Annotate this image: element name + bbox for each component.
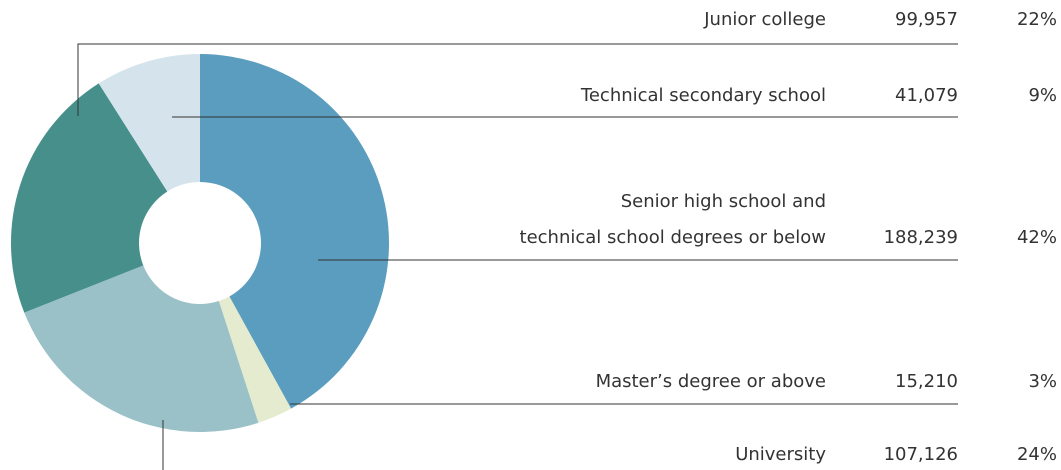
value-label: 22% <box>1017 9 1057 30</box>
count-label: 188,239 <box>884 227 958 248</box>
legend-label: Senior high school and <box>621 191 826 212</box>
count-label: 41,079 <box>895 85 958 106</box>
value-label: 3% <box>1028 371 1057 392</box>
slice <box>200 54 390 409</box>
legend-label: Master’s degree or above <box>596 371 826 392</box>
slice <box>24 265 259 432</box>
legend-label: University <box>735 444 826 465</box>
legend-label: Technical secondary school <box>580 85 826 106</box>
count-label: 107,126 <box>884 444 958 465</box>
leader-line <box>77 43 958 116</box>
count-label: 99,957 <box>895 9 958 30</box>
value-label: 24% <box>1017 444 1057 465</box>
slice <box>98 54 200 192</box>
slice <box>11 83 168 313</box>
slice <box>218 296 292 423</box>
value-label: 42% <box>1017 227 1057 248</box>
legend-label: Junior college <box>703 9 826 30</box>
legend-label: technical school degrees or below <box>520 227 826 248</box>
count-label: 15,210 <box>895 371 958 392</box>
value-label: 9% <box>1028 85 1057 106</box>
